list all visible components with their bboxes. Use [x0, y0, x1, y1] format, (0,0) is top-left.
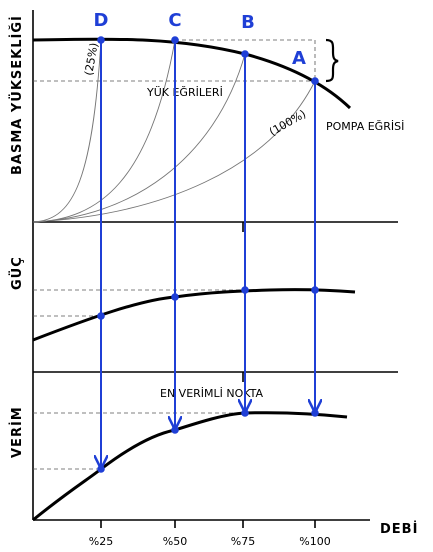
baseline-ticks	[100, 222, 316, 528]
efficiency-axis-title: VERİM	[9, 406, 25, 458]
point-a-power	[311, 286, 319, 294]
pump-curve-label: POMPA EĞRİSİ	[326, 120, 404, 133]
point-b-efficiency	[241, 409, 249, 417]
load-100-label: (100%)	[267, 107, 308, 138]
point-b-power	[241, 286, 249, 294]
point-c-power	[171, 293, 179, 301]
efficiency-curve	[32, 411, 348, 522]
point-c-head	[171, 36, 179, 44]
load-25-label: (25%)	[82, 42, 101, 77]
point-a-efficiency	[311, 409, 319, 417]
tick-label-50: %50	[163, 535, 187, 548]
load-curves-label: YÜK EĞRİLERİ	[146, 86, 223, 99]
operating-points	[97, 36, 319, 473]
point-d-head	[97, 36, 105, 44]
load-curve-25	[32, 39, 102, 223]
point-letter-a: A	[292, 48, 306, 69]
point-a-head	[311, 77, 319, 85]
point-d-power	[97, 312, 105, 320]
tick-label-75: %75	[231, 535, 255, 548]
tick-label-100: %100	[299, 535, 330, 548]
power-curve	[32, 288, 356, 342]
power-axis-title: GÜÇ	[9, 256, 25, 290]
point-letter-d: D	[94, 10, 109, 31]
operating-lines	[101, 40, 315, 466]
head-difference-brace	[325, 38, 339, 83]
load-curves	[32, 39, 316, 223]
point-d-efficiency	[97, 465, 105, 473]
head-axis-title: BASMA YÜKSEKLİĞİ	[9, 15, 25, 175]
point-letter-b: B	[241, 12, 255, 33]
flow-axis-title: DEBİ	[380, 521, 418, 537]
load-curve-100	[32, 80, 316, 223]
load-curve-50	[32, 39, 176, 223]
point-letter-c: C	[168, 10, 181, 31]
load-curve-75	[32, 53, 246, 223]
point-c-efficiency	[171, 426, 179, 434]
best-efficiency-label: EN VERİMLİ NOKTA	[160, 387, 264, 400]
tick-label-25: %25	[89, 535, 113, 548]
point-b-head	[241, 50, 249, 58]
